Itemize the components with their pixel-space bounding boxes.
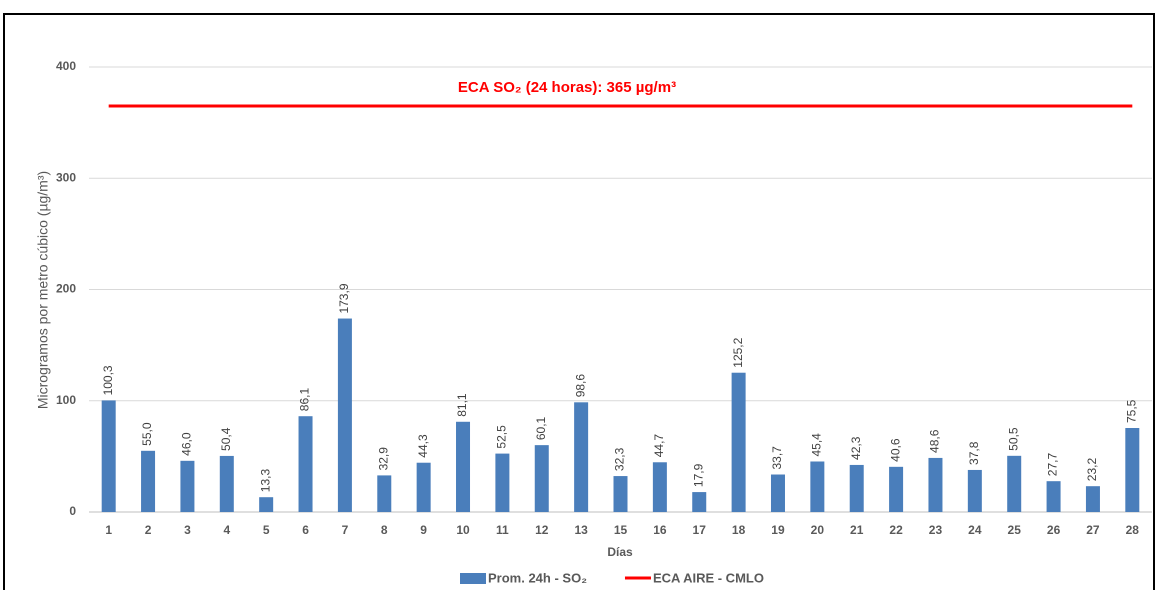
value-label: 44,7 [652, 434, 666, 458]
bar [731, 372, 746, 512]
frame [3, 13, 1155, 590]
x-tick-label: 7 [342, 523, 349, 537]
bar [377, 475, 392, 512]
value-label: 32,9 [376, 447, 390, 471]
value-label: 60,1 [534, 416, 548, 440]
value-label: 17,9 [691, 463, 705, 487]
x-tick-label: 3 [184, 523, 191, 537]
x-tick-label: 21 [850, 523, 864, 537]
value-label: 33,7 [770, 446, 784, 470]
bar [1085, 486, 1100, 512]
annotation: ECA SO₂ (24 horas): 365 µg/m³ [458, 79, 676, 96]
value-label: 100,3 [101, 365, 115, 395]
value-label: 27,7 [1046, 453, 1060, 477]
x-tick-label: 26 [1047, 523, 1061, 537]
bar [613, 476, 628, 512]
bar [1125, 428, 1140, 512]
legend-label: ECA AIRE - CMLO [653, 570, 764, 585]
bar [574, 402, 589, 512]
y-axis-label: Microgramos por metro cúbico (µg/m³) [35, 171, 51, 409]
value-label: 125,2 [731, 337, 745, 367]
value-label: 86,1 [298, 388, 312, 412]
bar [889, 466, 904, 512]
x-tick-label: 9 [420, 523, 427, 537]
value-label: 52,5 [495, 425, 509, 449]
y-tick-label: 200 [56, 282, 76, 296]
x-tick-label: 27 [1086, 523, 1100, 537]
x-tick-label: 25 [1008, 523, 1022, 537]
bar [495, 453, 510, 512]
y-tick-label: 400 [56, 59, 76, 73]
x-tick-label: 12 [535, 523, 549, 537]
value-label: 173,9 [337, 283, 351, 313]
bar [810, 461, 825, 512]
value-label: 98,6 [573, 374, 587, 398]
value-label: 48,6 [928, 429, 942, 453]
bar [770, 474, 785, 512]
bar [456, 421, 471, 512]
value-label: 32,3 [613, 447, 627, 471]
bar [967, 469, 982, 512]
x-tick-label: 23 [929, 523, 943, 537]
value-label: 40,6 [888, 438, 902, 462]
bar [1007, 455, 1022, 512]
x-tick-label: 1 [105, 523, 112, 537]
bar [101, 400, 116, 512]
bar [534, 445, 549, 512]
x-tick-label: 28 [1126, 523, 1140, 537]
x-tick-label: 10 [456, 523, 470, 537]
y-tick-label: 300 [56, 170, 76, 184]
legend-swatch [460, 573, 486, 584]
bar [416, 462, 431, 512]
value-label: 44,3 [416, 434, 430, 458]
value-label: 42,3 [849, 436, 863, 460]
value-label: 45,4 [810, 433, 824, 457]
x-tick-label: 15 [614, 523, 628, 537]
x-tick-label: 5 [263, 523, 270, 537]
x-tick-label: 24 [968, 523, 982, 537]
value-label: 13,3 [258, 469, 272, 493]
y-tick-label: 0 [69, 504, 76, 518]
value-label: 23,2 [1085, 458, 1099, 482]
x-tick-label: 20 [811, 523, 825, 537]
value-label: 50,4 [219, 427, 233, 451]
bar [928, 457, 943, 512]
bar [219, 455, 234, 512]
value-label: 46,0 [180, 432, 194, 456]
bar [337, 318, 352, 512]
value-label: 81,1 [455, 393, 469, 417]
x-tick-label: 19 [771, 523, 785, 537]
x-axis-label: Días [607, 545, 633, 559]
bar [652, 462, 667, 512]
bar [180, 460, 195, 512]
bar [141, 450, 156, 512]
value-label: 75,5 [1124, 399, 1138, 423]
x-tick-label: 8 [381, 523, 388, 537]
bar [259, 497, 274, 512]
x-tick-label: 13 [574, 523, 588, 537]
x-tick-label: 17 [693, 523, 707, 537]
bar [298, 416, 313, 512]
value-label: 37,8 [967, 441, 981, 465]
x-tick-label: 22 [889, 523, 903, 537]
value-label: 50,5 [1006, 427, 1020, 451]
legend-label: Prom. 24h - SO₂ [488, 570, 587, 585]
x-tick-label: 18 [732, 523, 746, 537]
bar [849, 464, 864, 512]
bar [692, 492, 707, 512]
x-tick-label: 6 [302, 523, 309, 537]
x-tick-label: 16 [653, 523, 667, 537]
bar [1046, 481, 1061, 512]
value-label: 55,0 [140, 422, 154, 446]
x-tick-label: 11 [496, 523, 509, 537]
y-tick-label: 100 [56, 393, 76, 407]
x-tick-label: 2 [145, 523, 152, 537]
x-tick-label: 4 [223, 523, 230, 537]
